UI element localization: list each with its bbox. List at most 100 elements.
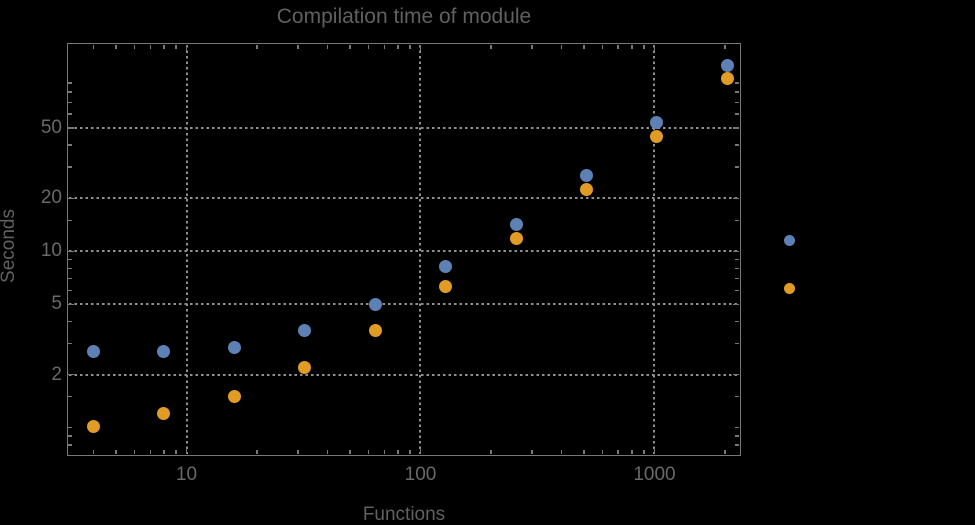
y-tick-label: 5 (51, 293, 62, 315)
data-point-series-2 (157, 407, 171, 421)
data-point-series-1 (650, 116, 664, 130)
y-tick-mark (733, 127, 740, 129)
x-tick-mark (349, 450, 351, 455)
y-tick-mark (68, 144, 73, 146)
y-tick-mark (68, 219, 73, 222)
y-tick-mark (68, 435, 73, 437)
data-point-series-2 (368, 324, 382, 338)
x-tick-mark (163, 450, 165, 455)
y-tick-mark (735, 444, 740, 446)
y-tick-label: 50 (40, 117, 62, 139)
data-point-series-2 (720, 71, 734, 85)
y-tick-mark (735, 426, 740, 429)
y-tick-mark (68, 82, 73, 84)
y-tick-mark (735, 435, 740, 437)
x-tick-mark (490, 44, 492, 49)
x-tick-mark (601, 450, 604, 455)
x-tick-mark (601, 44, 604, 49)
horizontal-gridline (68, 250, 739, 253)
horizontal-gridline (68, 197, 739, 200)
x-tick-mark (297, 450, 299, 455)
data-point-series-1 (157, 345, 171, 359)
x-tick-label: 100 (404, 464, 437, 485)
x-tick-mark (349, 44, 351, 49)
data-point-series-2 (439, 280, 453, 294)
y-tick-mark (68, 303, 75, 306)
y-tick-mark (68, 166, 73, 168)
x-tick-mark (583, 44, 585, 49)
x-tick-mark (133, 450, 136, 455)
x-tick-mark (115, 44, 117, 49)
x-tick-mark (367, 450, 370, 455)
data-point-series-1 (86, 345, 100, 359)
y-tick-mark (733, 250, 740, 253)
x-tick-mark (397, 44, 399, 49)
x-tick-mark (583, 450, 585, 455)
x-tick-mark (724, 450, 726, 455)
data-point-series-2 (650, 129, 664, 143)
y-tick-mark (735, 258, 740, 261)
y-tick-mark (735, 82, 740, 84)
y-tick-label: 20 (40, 187, 62, 209)
x-tick-mark (560, 44, 563, 49)
y-tick-mark (735, 320, 740, 323)
x-tick-mark (185, 448, 188, 455)
y-tick-mark (735, 342, 740, 345)
data-point-series-1 (439, 260, 453, 274)
data-point-series-2 (509, 232, 523, 246)
x-tick-mark (92, 44, 95, 49)
horizontal-gridline (68, 303, 739, 306)
legend-marker-series-1 (783, 235, 795, 246)
x-tick-mark (643, 450, 645, 455)
x-tick-mark (383, 44, 385, 49)
y-tick-mark (735, 219, 740, 222)
y-tick-mark (68, 250, 75, 253)
x-tick-mark (724, 44, 726, 49)
x-tick-mark (133, 44, 136, 49)
y-tick-mark (68, 444, 73, 446)
x-tick-mark (419, 44, 422, 51)
horizontal-gridline (68, 127, 739, 130)
x-tick-label: 1000 (633, 464, 676, 485)
data-point-series-1 (298, 324, 312, 338)
x-tick-mark (397, 450, 399, 455)
y-tick-mark (68, 320, 73, 323)
y-tick-mark (68, 426, 73, 429)
data-point-series-1 (227, 340, 241, 354)
y-tick-mark (68, 258, 73, 261)
x-tick-mark (531, 44, 533, 49)
x-tick-label: 10 (175, 464, 198, 485)
x-tick-mark (326, 450, 329, 455)
y-tick-mark (735, 166, 740, 168)
x-tick-mark (149, 450, 152, 455)
x-tick-mark (409, 44, 411, 49)
x-tick-mark (531, 450, 533, 455)
y-tick-label: 2 (51, 363, 62, 385)
y-tick-mark (735, 91, 740, 93)
x-tick-mark (256, 44, 258, 49)
data-point-series-2 (579, 183, 593, 197)
chart-title: Compilation time of module (276, 5, 532, 28)
data-point-series-1 (509, 218, 523, 232)
x-tick-mark (297, 44, 299, 49)
x-tick-mark (92, 450, 95, 455)
data-point-series-1 (579, 168, 593, 182)
data-point-series-2 (227, 390, 241, 404)
horizontal-gridline (68, 373, 739, 376)
data-point-series-2 (86, 419, 100, 433)
y-tick-mark (68, 91, 73, 93)
y-tick-mark (735, 267, 740, 270)
x-tick-mark (256, 450, 258, 455)
x-tick-mark (383, 450, 385, 455)
x-tick-mark (653, 448, 656, 455)
legend-marker-series-2 (783, 283, 795, 294)
x-tick-mark (115, 450, 117, 455)
x-tick-mark (149, 44, 152, 49)
y-tick-mark (733, 373, 740, 376)
y-tick-mark (735, 144, 740, 146)
x-tick-mark (617, 450, 619, 455)
y-tick-mark (68, 395, 73, 398)
x-tick-mark (631, 450, 633, 455)
y-tick-mark (68, 277, 73, 280)
